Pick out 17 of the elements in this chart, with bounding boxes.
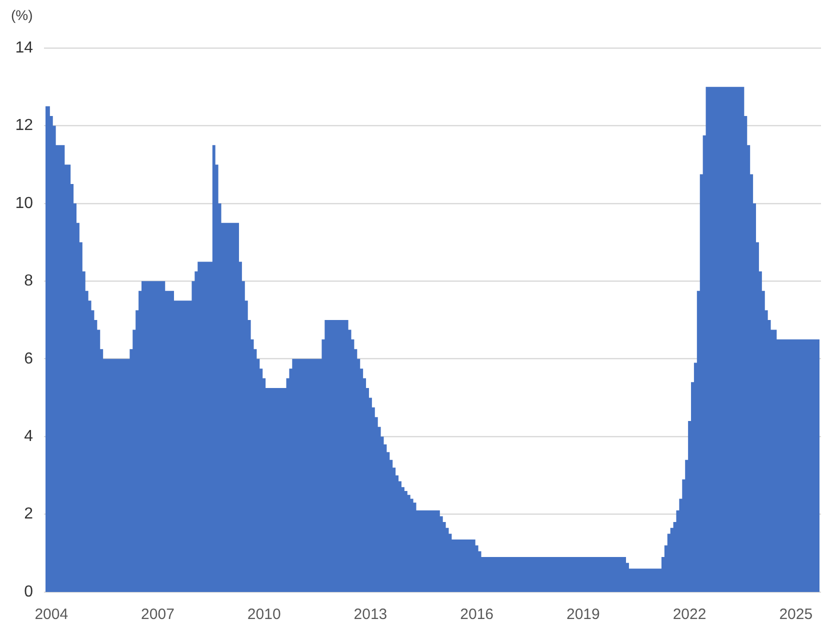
x-tick-label: 2004 bbox=[34, 606, 68, 624]
x-tick-label: 2025 bbox=[779, 606, 813, 624]
y-tick-label: 0 bbox=[24, 583, 34, 600]
x-tick-label: 2022 bbox=[672, 606, 706, 624]
x-tick-label: 2010 bbox=[247, 606, 281, 624]
y-tick-label: 4 bbox=[24, 428, 34, 445]
x-tick-label: 2007 bbox=[141, 606, 174, 624]
y-tick-label: 6 bbox=[24, 350, 34, 368]
y-tick-label: 12 bbox=[15, 117, 34, 134]
x-tick-label: 2016 bbox=[460, 606, 494, 624]
x-tick-label: 2019 bbox=[566, 606, 600, 624]
y-axis-title: (%) bbox=[11, 6, 33, 23]
y-tick-label: 8 bbox=[24, 272, 34, 290]
y-tick-label: 14 bbox=[15, 39, 34, 56]
y-tick-label: 2 bbox=[24, 506, 34, 523]
y-tick-label: 10 bbox=[15, 194, 34, 212]
x-tick-label: 2013 bbox=[354, 606, 388, 624]
